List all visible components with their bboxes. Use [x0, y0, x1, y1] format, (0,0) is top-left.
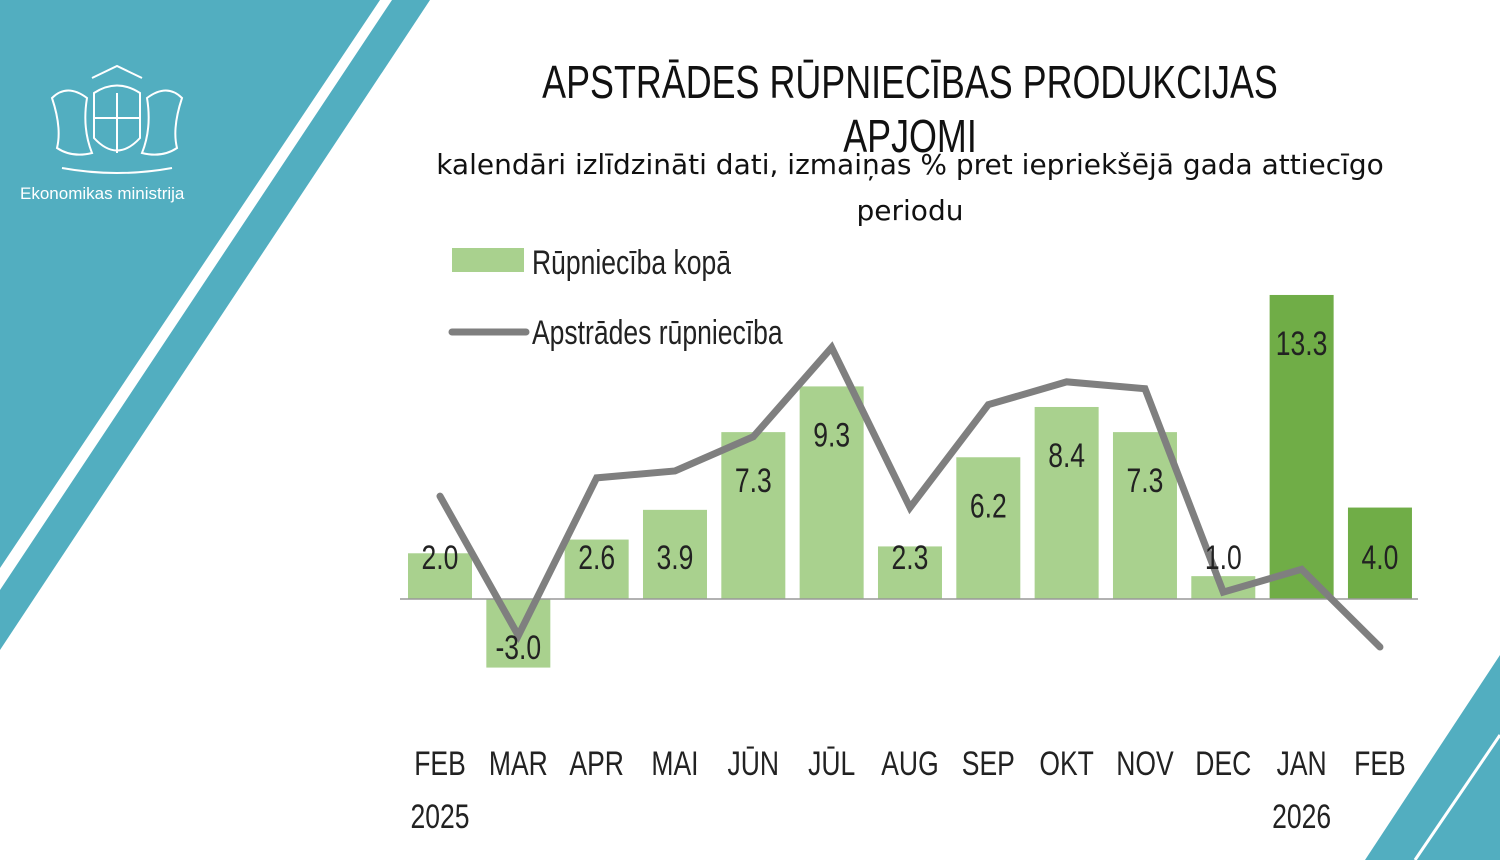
bar-value-label: 1.0: [1205, 539, 1242, 577]
bar-8: [1034, 406, 1099, 599]
bar-3: [642, 509, 707, 599]
x-tick-label: FEB: [1354, 745, 1406, 783]
bar-value-label: 2.3: [892, 539, 929, 577]
bar-5: [799, 386, 864, 599]
bar-2: [564, 539, 629, 599]
x-tick-label: APR: [569, 745, 624, 783]
year-label: 2025: [411, 798, 470, 836]
bar-value-label: 4.0: [1362, 539, 1399, 577]
bar-0: [408, 553, 472, 599]
bar-value-label: -3.0: [495, 629, 541, 667]
x-tick-label: FEB: [414, 745, 466, 783]
bar-value-label: 13.3: [1276, 325, 1328, 363]
bar-6: [877, 546, 942, 599]
bar-11: [1269, 294, 1334, 599]
x-tick-label: JŪN: [728, 745, 780, 783]
x-tick-label: OKT: [1039, 745, 1094, 783]
bar-value-label: 9.3: [813, 416, 850, 454]
coat-of-arms-logo: [50, 64, 184, 174]
bar-value-label: 8.4: [1048, 437, 1085, 475]
x-tick-label: DEC: [1195, 745, 1251, 783]
legend-label-bar: Rūpniecība kopā: [532, 244, 731, 282]
bar-4: [721, 432, 786, 599]
x-tick-label: MAI: [651, 745, 698, 783]
bar-value-label: 3.9: [657, 539, 694, 577]
legend-swatch-bar: [452, 248, 524, 272]
legend-label-line: Apstrādes rūpniecība: [532, 314, 783, 352]
page-subtitle: kalendāri izlīdzināti dati, izmaiņas % p…: [436, 148, 1384, 227]
year-label: 2026: [1272, 798, 1331, 836]
bar-value-label: 2.6: [578, 539, 615, 577]
x-tick-label: JAN: [1277, 745, 1327, 783]
line-series: [436, 341, 1384, 651]
x-tick-label: MAR: [489, 745, 548, 783]
page-title: APSTRĀDES RŪPNIECĪBAS PRODUKCIJAS APJOMI: [542, 56, 1278, 162]
bar-7: [956, 457, 1021, 599]
x-tick-label: NOV: [1116, 745, 1174, 783]
bar-value-label: 6.2: [970, 487, 1007, 525]
bar-12: [1347, 507, 1412, 599]
bar-9: [1112, 432, 1177, 599]
bar-value-label: 7.3: [735, 462, 772, 500]
bar-value-label: 2.0: [422, 539, 459, 577]
organization-name: Ekonomikas ministrija: [20, 184, 185, 203]
x-tick-label: JŪL: [808, 745, 855, 783]
x-tick-label: SEP: [962, 745, 1015, 783]
x-tick-label: AUG: [881, 745, 938, 783]
legend: Rūpniecība kopā Apstrādes rūpniecība: [448, 244, 783, 352]
bar-value-label: 7.3: [1127, 462, 1164, 500]
